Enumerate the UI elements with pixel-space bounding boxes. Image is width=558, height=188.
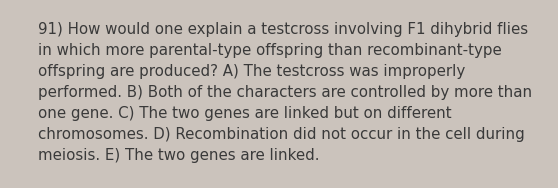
Text: 91) How would one explain a testcross involving F1 dihybrid flies
in which more : 91) How would one explain a testcross in…	[38, 22, 532, 163]
